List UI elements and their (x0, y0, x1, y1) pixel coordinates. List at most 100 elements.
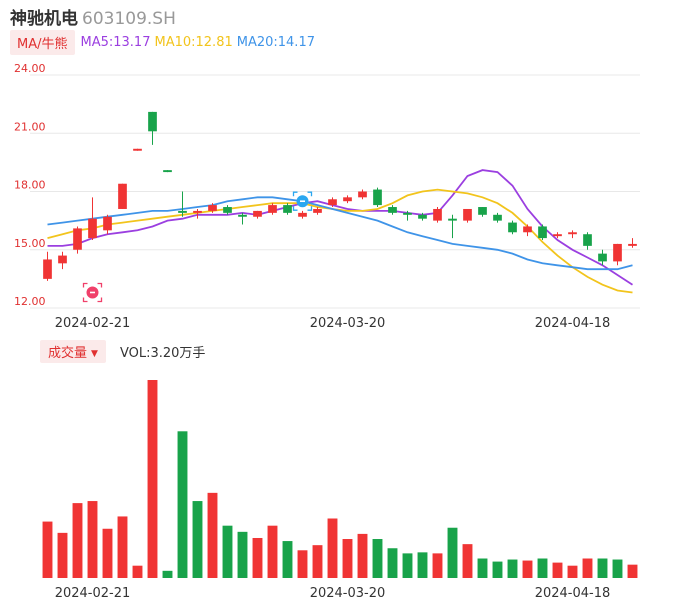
candle-body (43, 259, 52, 279)
volume-bar (132, 565, 143, 578)
volume-bar (207, 492, 218, 578)
price-axis-tick-label: 18.00 (14, 179, 46, 192)
candle-body (493, 214, 502, 221)
candle-body (118, 183, 127, 209)
stock-title: 神驰机电 603109.SH (10, 4, 176, 29)
candle-body (613, 243, 622, 262)
volume-bar (462, 544, 473, 578)
candle-body (73, 228, 82, 250)
ma-legend: MA/牛熊 MA5:13.17 MA10:12.81 MA20:14.17 (10, 29, 319, 55)
volume-bar (237, 531, 248, 578)
volume-bar (147, 380, 158, 578)
candle-body (553, 234, 562, 237)
candle-body (403, 212, 412, 215)
volume-bar (282, 541, 293, 578)
candle-body (373, 189, 382, 206)
ma-toggle-button[interactable]: MA/牛熊 (10, 29, 75, 55)
volume-date-tick-label: 2024-04-18 (535, 586, 611, 601)
price-date-tick-label: 2024-02-21 (55, 316, 131, 331)
candle-body (163, 170, 172, 173)
volume-bar (42, 521, 53, 578)
volume-bar (507, 559, 518, 578)
candle-body (298, 212, 307, 217)
volume-bar (192, 501, 203, 578)
candle-body (448, 218, 457, 221)
volume-bar (612, 559, 623, 578)
volume-bar (57, 532, 68, 578)
volume-legend: 成交量 ▼ VOL:3.20万手 (40, 339, 206, 363)
price-axis-tick-label: 15.00 (14, 237, 46, 250)
volume-bar (72, 503, 83, 578)
candle-body (463, 208, 472, 221)
candle-body (568, 232, 577, 235)
ma20-line (47, 196, 633, 271)
candle-body (598, 253, 607, 262)
candle-body (208, 205, 217, 211)
volume-value: VOL:3.20万手 (119, 345, 206, 361)
candle-body (628, 243, 637, 246)
volume-bar (102, 528, 113, 578)
volume-bar (432, 553, 443, 578)
volume-bar (117, 516, 128, 578)
candle-body (253, 210, 262, 217)
candle-body (193, 210, 202, 213)
volume-bar (627, 564, 638, 578)
volume-bar (552, 562, 563, 578)
volume-indicator-dropdown[interactable]: 成交量 ▼ (40, 339, 106, 363)
sell-signal-icon[interactable] (82, 282, 103, 303)
ma20-legend: MA20:14.17 (236, 34, 315, 50)
volume-indicator-label: 成交量 (48, 345, 88, 361)
candle-body (148, 111, 157, 132)
volume-bar (252, 537, 263, 578)
price-chart[interactable]: 24.00 21.00 18.00 15.00 12.00 2024-02-21 2024-… (0, 0, 686, 340)
candle-body (328, 199, 337, 206)
volume-bar (297, 550, 308, 578)
candle-body (283, 205, 292, 213)
candle-body (508, 222, 517, 233)
candle-body (88, 218, 97, 239)
candle-body (538, 226, 547, 239)
price-date-tick-label: 2024-03-20 (310, 316, 386, 331)
ma10-legend: MA10:12.81 (154, 34, 233, 50)
candle-body (58, 255, 67, 264)
candle-body (583, 234, 592, 246)
volume-bar (492, 561, 503, 578)
price-axis-tick-label: 12.00 (14, 295, 46, 308)
volume-bar (222, 525, 233, 578)
candle-body (313, 208, 322, 213)
candle-body (478, 207, 487, 215)
volume-bar (567, 565, 578, 578)
candle-body (358, 191, 367, 198)
candle-body (343, 197, 352, 202)
volume-bar (477, 558, 488, 578)
volume-bar (597, 558, 608, 578)
volume-bar (357, 533, 368, 578)
ma10-line (47, 188, 633, 294)
price-date-tick-label: 2024-04-18 (535, 316, 611, 331)
ma5-line (47, 169, 633, 286)
volume-bar (87, 501, 98, 578)
volume-bar (267, 525, 278, 578)
caret-down-icon: ▼ (91, 348, 98, 359)
volume-bar (582, 558, 593, 578)
volume-bar (387, 548, 398, 578)
candle-body (223, 207, 232, 213)
volume-bar (372, 539, 383, 578)
buy-signal-icon[interactable] (292, 191, 313, 211)
volume-bar (177, 431, 188, 578)
candle-body (433, 208, 442, 221)
price-axis-tick-label: 24.00 (14, 62, 46, 75)
volume-date-tick-label: 2024-03-20 (310, 586, 386, 601)
volume-bar (522, 560, 533, 578)
candle-body (178, 210, 187, 213)
ma5-legend: MA5:13.17 (80, 34, 151, 50)
stock-name: 神驰机电 (10, 9, 78, 29)
volume-bar (342, 539, 353, 578)
candle-body (133, 148, 142, 151)
candle-body (238, 214, 247, 217)
candle-body (523, 226, 532, 233)
price-axis-tick-label: 21.00 (14, 120, 46, 133)
volume-bar (162, 570, 173, 578)
volume-bar (447, 527, 458, 578)
